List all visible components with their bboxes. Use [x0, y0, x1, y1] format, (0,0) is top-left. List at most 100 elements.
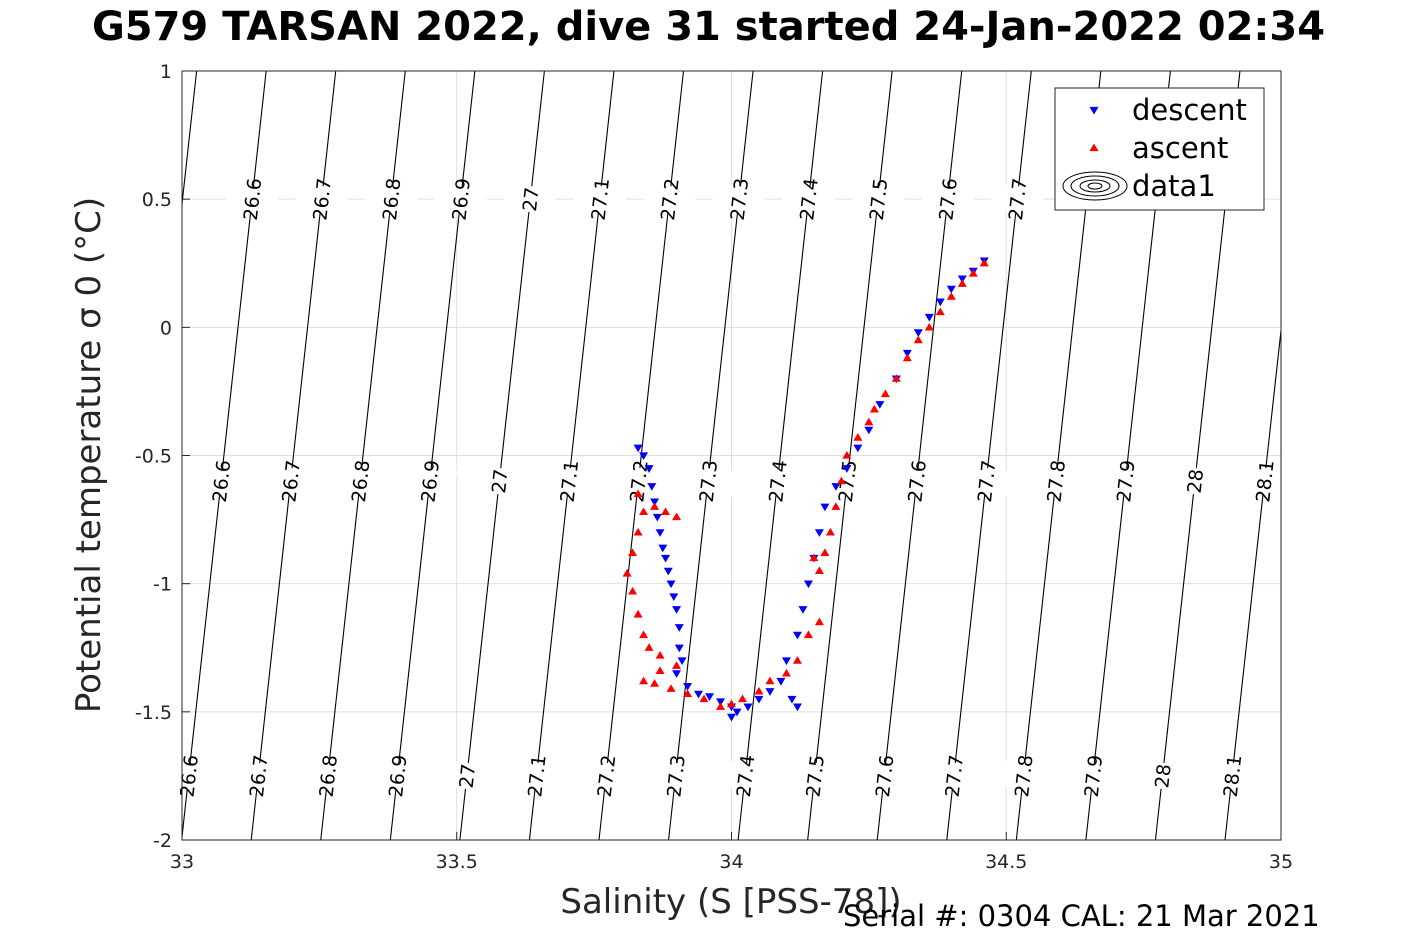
- isopycnal-label-bg: [193, 465, 249, 497]
- isopycnal-label: 26.9: [385, 754, 411, 798]
- descent-point: [842, 465, 852, 473]
- isopycnal-label-bg: [920, 183, 975, 215]
- legend-ascent-marker: [1089, 143, 1099, 152]
- y-axis-label: Potential temperature σ 0 (°C): [69, 197, 109, 713]
- isopycnal-label: 27.1: [557, 459, 583, 503]
- descent-point: [666, 580, 676, 589]
- ascent-series: [622, 258, 989, 710]
- descent-point: [674, 644, 684, 653]
- ascent-point: [957, 279, 967, 287]
- isopycnal-label-bg: [433, 183, 489, 215]
- descent-point: [647, 483, 657, 491]
- descent-point: [743, 703, 753, 712]
- descent-point: [732, 708, 742, 717]
- descent-point: [792, 703, 802, 712]
- descent-point: [639, 452, 649, 460]
- legend: descent ascent data1: [1054, 87, 1265, 211]
- ascent-point: [809, 553, 819, 562]
- isopycnal-label-bg: [996, 760, 1051, 792]
- legend-box: [1054, 87, 1265, 211]
- descent-point: [658, 544, 668, 553]
- descent-point: [814, 529, 824, 537]
- descent-point: [820, 503, 830, 512]
- ascent-point: [650, 502, 660, 510]
- isopycnal-label-bg: [572, 183, 628, 215]
- ascent-point: [765, 676, 775, 685]
- isopycnal-label-bg: [439, 760, 495, 792]
- ascent-point: [880, 389, 890, 398]
- descent-point: [781, 657, 791, 666]
- ascent-point: [639, 676, 649, 685]
- descent-point: [677, 657, 687, 666]
- ascent-point: [792, 656, 802, 664]
- ascent-point: [864, 417, 874, 426]
- isopycnal-label-bg: [717, 760, 773, 792]
- legend-contour-icon: [1087, 182, 1103, 190]
- isopycnal-label: 27: [519, 186, 544, 212]
- isopycnal-label: 26.7: [278, 459, 304, 503]
- isopycnal-label-bg: [332, 465, 388, 497]
- isopycnal-label-bg: [642, 183, 697, 215]
- isopycnal-label-bg: [263, 465, 318, 497]
- isopycnal-label-bg: [161, 760, 216, 792]
- isopycnal-label-bg: [1065, 760, 1121, 792]
- ascent-point: [968, 269, 978, 277]
- descent-point: [935, 298, 945, 307]
- ascent-point: [655, 650, 665, 659]
- isopycnal-label: 27.5: [866, 177, 892, 221]
- isopycnal-label-bg: [294, 183, 349, 215]
- isopycnal-label: 28: [1151, 763, 1176, 789]
- descent-point: [727, 713, 736, 722]
- legend-descent-marker: [1089, 106, 1099, 115]
- ascent-point: [781, 668, 791, 677]
- isopycnal-label: 26.9: [448, 177, 474, 221]
- ascent-point: [622, 568, 632, 577]
- legend-label: descent: [1132, 93, 1247, 127]
- isopycnal-label: 27: [488, 468, 513, 494]
- ascent-point: [737, 694, 747, 703]
- legend-label: ascent: [1132, 131, 1228, 165]
- descent-point: [831, 483, 841, 491]
- isopycnal-label-bg: [889, 465, 944, 497]
- ascent-point: [891, 374, 901, 382]
- ascent-point: [633, 489, 643, 498]
- descent-point: [798, 606, 808, 614]
- isopycnal-label-bg: [578, 760, 634, 792]
- axes-box: [181, 70, 1282, 841]
- isopycnal-label: 27.3: [727, 177, 753, 221]
- ascent-point: [979, 258, 989, 267]
- x-tick-label: 34.5: [985, 851, 1027, 873]
- isopycnal-label-bg: [856, 760, 912, 792]
- ascent-point: [946, 292, 956, 300]
- isopycnal-label: 27.7: [942, 754, 968, 798]
- isopycnal-label-bg: [750, 465, 805, 497]
- descent-point: [705, 693, 715, 701]
- chart-title: G579 TARSAN 2022, dive 31 started 24-Jan…: [91, 4, 1326, 50]
- isopycnal-label: 26.8: [316, 754, 342, 798]
- isopycnal-label: 27.7: [974, 459, 1000, 503]
- isopycnal-label-bg: [1135, 760, 1190, 792]
- y-tick-label: 0: [160, 317, 172, 339]
- descent-point: [853, 444, 863, 453]
- isopycnal-label-bg: [224, 183, 280, 215]
- x-tick-labels: 33 33.5 34 34.5 35: [170, 851, 1293, 873]
- descent-point: [776, 677, 786, 686]
- isopycnal-label: 27: [456, 763, 481, 789]
- ascent-point: [716, 702, 726, 710]
- descent-point: [754, 695, 764, 704]
- descent-point: [946, 285, 956, 294]
- isopycnal-label: 27.3: [696, 459, 722, 503]
- descent-point: [661, 554, 671, 563]
- isopycnal-label: 26.6: [209, 459, 235, 503]
- isopycnal-label: 27.9: [1113, 459, 1139, 503]
- ascent-point: [639, 630, 649, 639]
- isopycnal-label-bg: [958, 465, 1014, 497]
- ascent-point: [672, 512, 682, 521]
- isopycnal-label: 27.1: [524, 754, 550, 798]
- isopycnal-label-bg: [363, 183, 419, 215]
- isopycnal-label: 26.6: [176, 754, 202, 798]
- isopycnal-label: 26.8: [379, 177, 405, 221]
- descent-point: [924, 313, 934, 322]
- isopycnal-label: 28: [1184, 468, 1209, 494]
- ascent-point: [814, 566, 824, 574]
